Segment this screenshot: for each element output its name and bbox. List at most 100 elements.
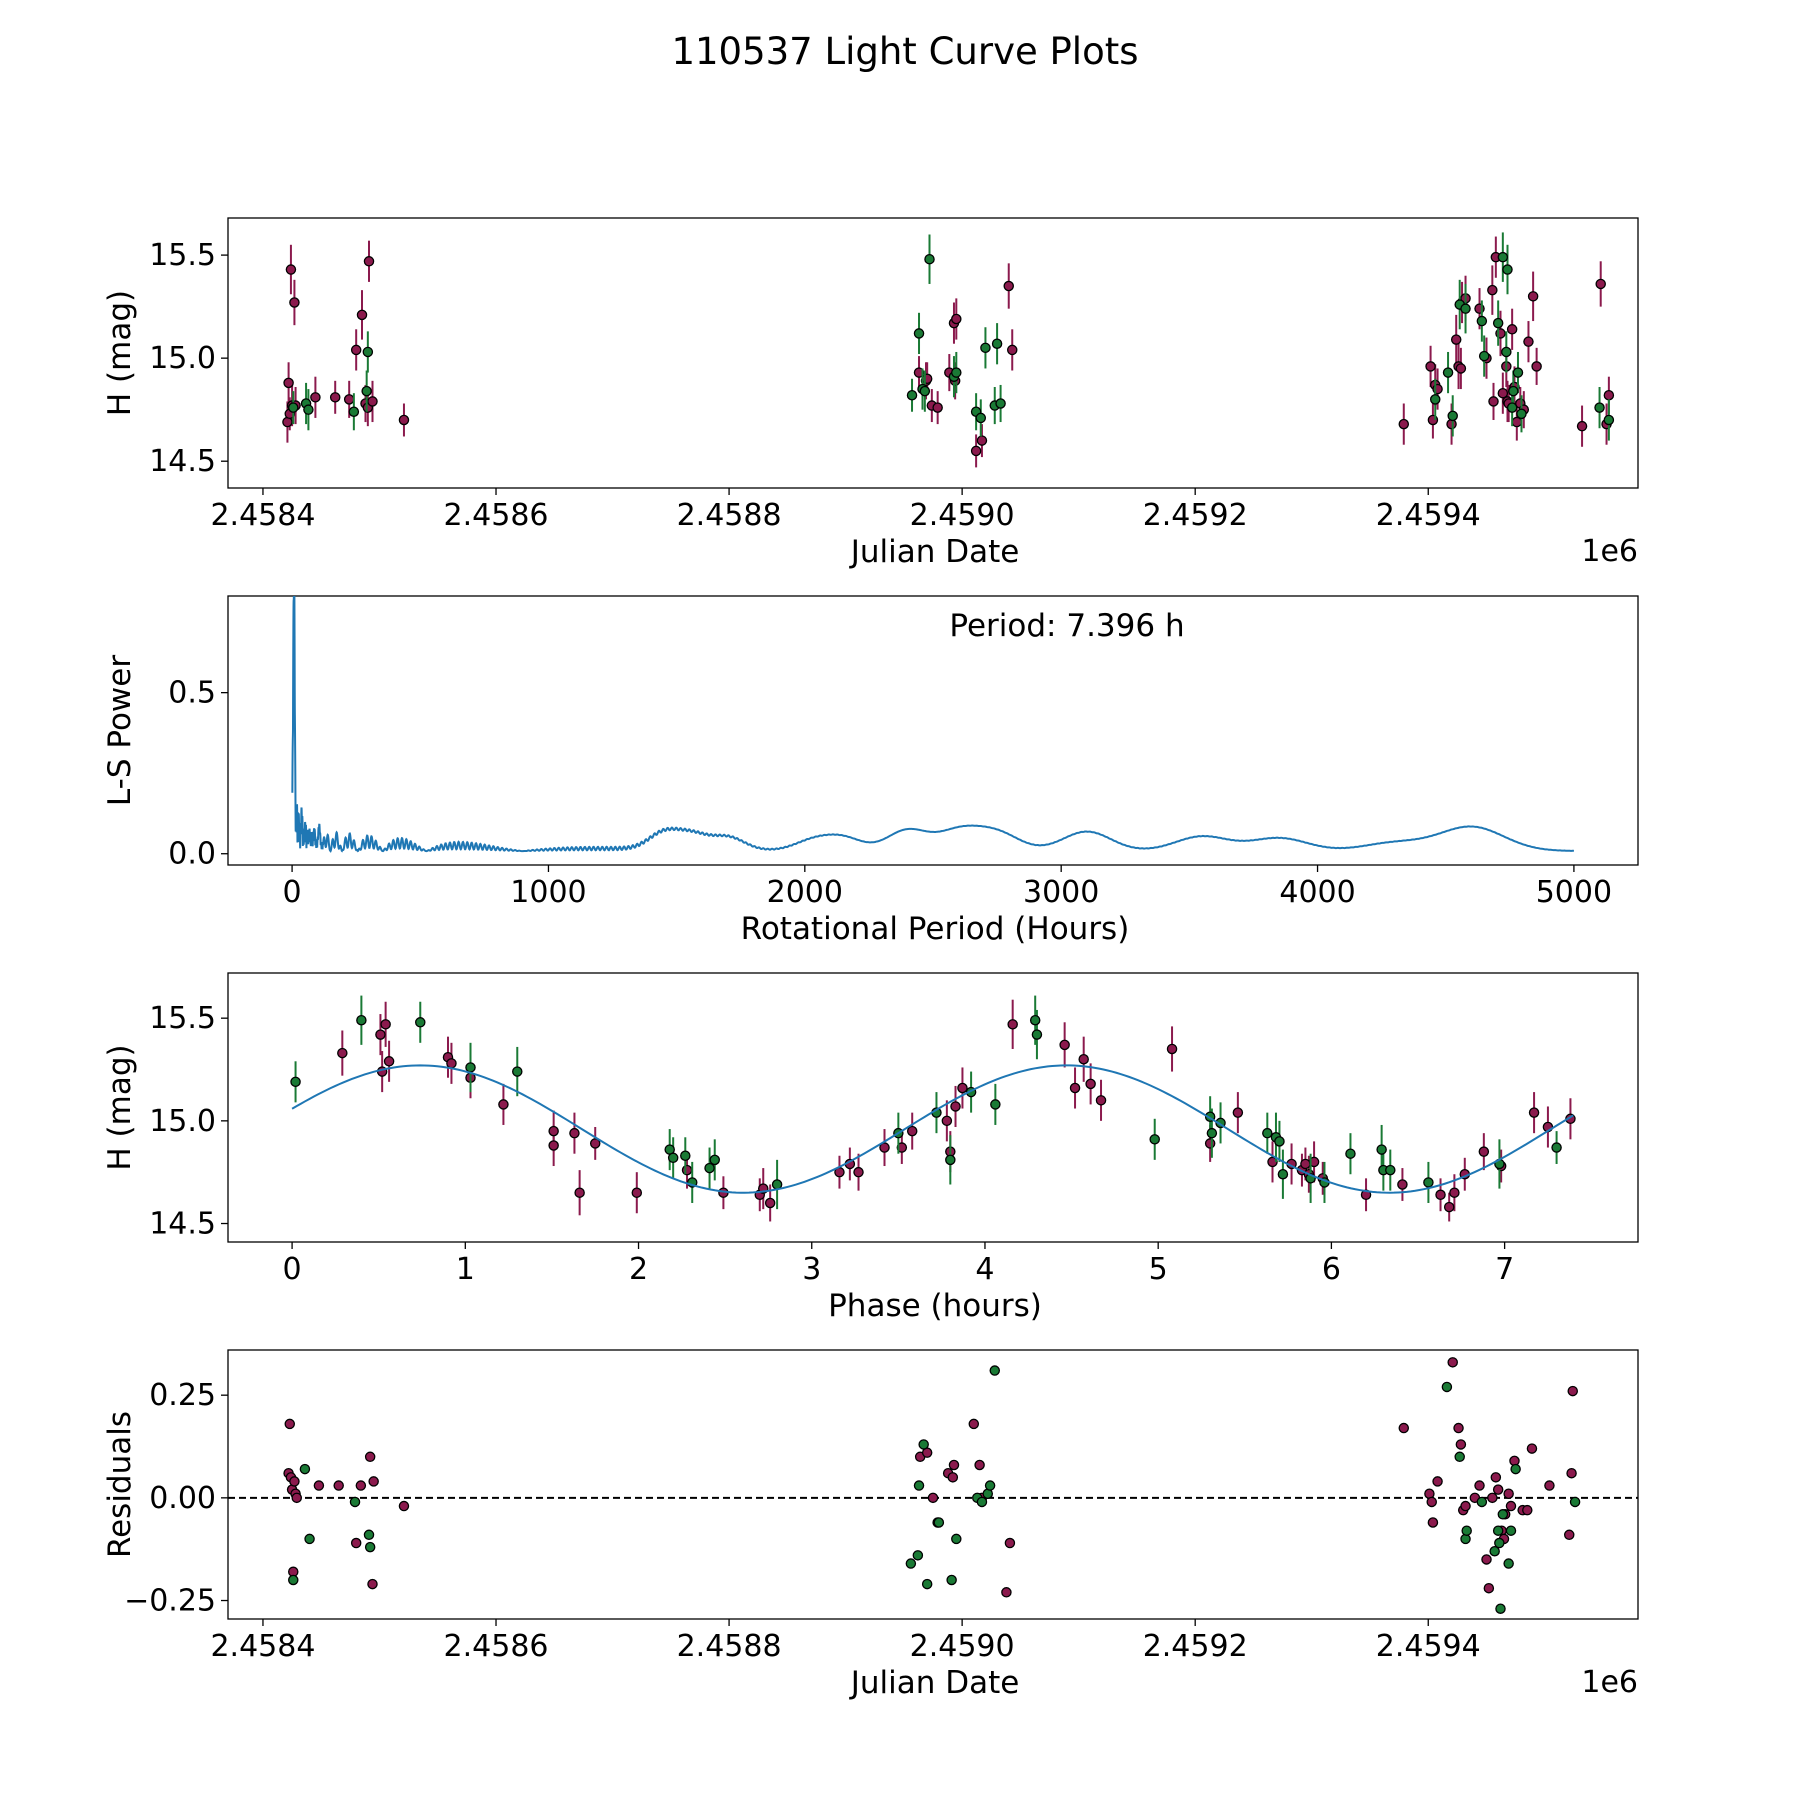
data-point <box>1492 1525 1504 1536</box>
data-point <box>1487 1492 1498 1504</box>
data-point <box>329 392 341 403</box>
y-tick-label: 0.0 <box>168 837 216 872</box>
data-point <box>921 1578 933 1590</box>
data-point <box>905 1558 917 1569</box>
data-point <box>1594 402 1605 413</box>
x-tick-label: 3000 <box>1023 875 1099 910</box>
y-tick-label: 14.5 <box>149 1207 216 1242</box>
data-point <box>1385 1164 1396 1176</box>
data-point <box>362 346 374 358</box>
data-point <box>941 1115 953 1127</box>
data-point <box>1029 1014 1041 1026</box>
data-point <box>764 1197 776 1209</box>
y-tick-label: 0.25 <box>149 1378 216 1413</box>
data-point <box>853 1166 864 1178</box>
data-point <box>361 385 372 397</box>
panel-phased: 0 1 2 3 4 5 6 7 14.5 15.0 15.5 Phase (hours) H (mag) <box>102 972 1639 1324</box>
data-point <box>288 402 299 413</box>
data-point <box>398 1500 410 1512</box>
data-point <box>1453 1422 1464 1434</box>
x-tick-label: 4000 <box>1279 875 1355 910</box>
data-point <box>1455 363 1467 374</box>
data-point <box>380 1019 391 1030</box>
data-point <box>951 1533 962 1545</box>
data-point <box>913 367 925 378</box>
data-point <box>1487 284 1498 296</box>
period-annotation: Period: 7.396 h <box>949 608 1184 644</box>
data-point <box>1494 1537 1505 1549</box>
data-point <box>446 1058 457 1069</box>
y-axis-label: H (mag) <box>102 290 138 416</box>
data-point <box>303 404 314 415</box>
data-point <box>285 264 297 275</box>
data-point <box>1460 303 1471 314</box>
data-point <box>350 1537 362 1549</box>
axes-frame <box>227 1349 1639 1620</box>
data-point <box>288 1574 299 1586</box>
data-point <box>299 1463 311 1475</box>
data-point <box>1006 344 1018 356</box>
data-point <box>1262 1127 1273 1139</box>
data-point <box>1567 1385 1578 1397</box>
panel-residuals: 2.4584 2.4586 2.4588 2.4590 2.4592 2.4594 −0.2… <box>102 1349 1639 1701</box>
x-tick-label: 2.4590 <box>910 498 1015 533</box>
x-tick-label: 2 <box>629 1252 648 1287</box>
data-point <box>1267 1156 1278 1168</box>
x-tick-label: 1 <box>456 1252 475 1287</box>
data-point <box>1527 291 1539 302</box>
data-point <box>1078 1053 1089 1065</box>
y-tick-label: 0.5 <box>168 676 216 711</box>
x-axis-label: Phase (hours) <box>828 1288 1042 1324</box>
data-point <box>680 1150 691 1162</box>
data-point <box>970 445 982 457</box>
y-tick-label: 15.5 <box>149 238 216 273</box>
data-point <box>1492 1484 1504 1495</box>
x-tick-label: 1000 <box>510 875 586 910</box>
panel-lightcurve: 2.4584 2.4586 2.4588 2.4590 2.4592 2.4594 14.5… <box>102 217 1639 570</box>
data-point <box>1478 1146 1490 1157</box>
data-point <box>1460 1500 1471 1512</box>
data-point <box>1423 1177 1434 1188</box>
data-point <box>350 344 362 356</box>
x-tick-label: 2.4588 <box>677 498 782 533</box>
data-point <box>1476 315 1488 327</box>
data-point <box>995 398 1006 409</box>
data-point <box>1566 1467 1577 1479</box>
data-point <box>1427 1517 1439 1528</box>
data-point <box>906 390 918 401</box>
fit-curve <box>291 1064 1574 1194</box>
y-tick-label: 15.5 <box>149 1001 216 1036</box>
y-axis-label: L-S Power <box>102 655 138 806</box>
data-point <box>951 367 962 378</box>
x-tick-label: 7 <box>1495 1252 1514 1287</box>
data-point <box>1603 414 1615 426</box>
data-point <box>1429 394 1441 405</box>
y-tick-label: 14.5 <box>149 444 216 479</box>
data-point <box>348 406 360 417</box>
data-point <box>1345 1148 1356 1159</box>
data-point <box>950 1101 961 1112</box>
x-tick-label: 2.4594 <box>1376 1629 1481 1664</box>
data-point <box>948 1459 960 1471</box>
data-point <box>1454 1451 1465 1463</box>
y-tick-label: 15.0 <box>149 341 216 376</box>
data-point <box>1501 346 1512 358</box>
data-point <box>1204 1138 1216 1149</box>
data-point <box>1497 387 1509 399</box>
data-point <box>304 1533 315 1545</box>
data-point <box>1398 418 1410 430</box>
data-point <box>375 1029 386 1040</box>
data-point <box>1528 1107 1540 1118</box>
data-point <box>681 1164 693 1176</box>
data-point <box>1492 317 1504 329</box>
data-point <box>1506 402 1518 413</box>
data-point <box>415 1017 426 1028</box>
axes-frame <box>227 972 1639 1243</box>
x-tick-label: 0 <box>283 875 302 910</box>
data-point <box>1512 367 1524 378</box>
data-point <box>1461 1525 1472 1536</box>
data-point <box>976 1496 988 1508</box>
data-point <box>343 394 355 405</box>
y-axis-label: H (mag) <box>102 1044 138 1170</box>
data-point <box>1308 1156 1320 1168</box>
